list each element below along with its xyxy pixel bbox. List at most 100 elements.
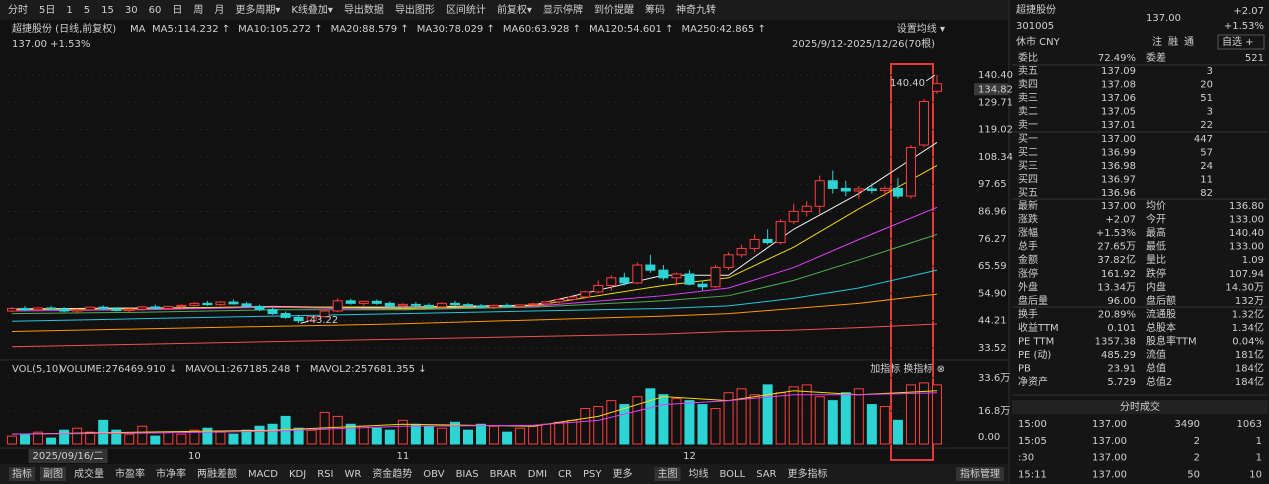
indicator-tab[interactable]: 均线 <box>688 467 708 480</box>
candle-body <box>436 302 447 308</box>
candle-body <box>632 264 643 284</box>
ma-legend: MA5:114.232 ↑ <box>152 24 230 35</box>
candle-body <box>749 238 760 249</box>
indicator-tab[interactable]: 主图 <box>657 468 677 480</box>
indicator-tab[interactable]: 市盈率 <box>115 467 145 480</box>
toolbar-item[interactable]: 30 <box>125 5 138 16</box>
toolbar-item[interactable]: 1 <box>66 5 72 16</box>
candle-body <box>241 303 252 307</box>
indicator-tab[interactable]: KDJ <box>289 469 306 480</box>
trades-title: 分时成交 <box>1120 400 1160 413</box>
toolbar-item[interactable]: 5日 <box>39 5 55 16</box>
order-volume: 22 <box>1200 120 1213 131</box>
volume-legend: MAVOL2:257681.355 ↓ <box>310 364 427 375</box>
indicator-tab[interactable]: SAR <box>756 469 776 480</box>
toolbar-item[interactable]: 日 <box>172 5 182 16</box>
ma-line <box>11 323 938 348</box>
indicator-tab[interactable]: OBV <box>423 469 444 480</box>
toolbar-item[interactable]: 神奇九转 <box>676 3 716 16</box>
indicator-tab[interactable]: 市净率 <box>156 467 186 480</box>
candle-body <box>176 304 187 307</box>
tab-box <box>654 467 681 481</box>
candle-body <box>489 304 500 308</box>
order-volume: 447 <box>1194 134 1213 145</box>
ma-line <box>11 164 938 311</box>
trade-time: 15:05 <box>1018 436 1047 447</box>
volume-bar <box>241 429 252 445</box>
volume-bar <box>840 392 851 445</box>
quote-button[interactable]: 通 <box>1184 36 1194 48</box>
candle-body <box>72 309 83 312</box>
indicator-tab[interactable]: BOLL <box>719 469 745 480</box>
quote-label: 股息率TTM <box>1146 335 1197 348</box>
current-price-label: 134.82 <box>978 84 1013 95</box>
indicator-tab[interactable]: MACD <box>248 469 278 480</box>
toolbar-item[interactable]: 15 <box>101 5 114 16</box>
toolbar-item[interactable]: 60 <box>149 5 162 16</box>
toolbar-item[interactable]: 5 <box>84 5 90 16</box>
quote-value: 132万 <box>1235 296 1264 307</box>
order-label: 买三 <box>1018 160 1038 172</box>
order-label: 买一 <box>1018 133 1038 145</box>
order-label: 卖四 <box>1018 79 1038 91</box>
indicator-tab[interactable]: RSI <box>317 469 333 480</box>
stock-code: 301005 <box>1016 21 1054 32</box>
indicator-tab[interactable]: 资金趋势 <box>372 467 412 480</box>
quote-value: 1.32亿 <box>1232 307 1264 320</box>
candle-body <box>397 303 408 307</box>
ma-setting[interactable]: 设置均线 ▾ <box>897 22 945 35</box>
candle-body <box>319 310 330 318</box>
toolbar-item[interactable]: 周 <box>193 4 203 16</box>
candle-body <box>762 238 773 244</box>
quote-button[interactable]: 融 <box>1168 36 1178 48</box>
volume-bar <box>228 433 239 445</box>
candle-body <box>280 313 291 318</box>
toolbar-item[interactable]: K线叠加▾ <box>291 3 333 16</box>
manage-button[interactable]: 指标管理 <box>960 467 1000 480</box>
indicator-tab[interactable]: 更多 <box>612 467 632 480</box>
toolbar-item[interactable]: 区间统计 <box>446 3 486 16</box>
volume-bar <box>658 394 669 445</box>
quote-value: 5.729 <box>1107 377 1136 388</box>
toolbar-item[interactable]: 导出数据 <box>344 3 384 16</box>
indicator-tab[interactable]: BRAR <box>490 469 517 480</box>
order-volume: 3 <box>1207 66 1213 77</box>
candle-body <box>332 300 343 312</box>
quote-button[interactable]: 自选 + <box>1222 35 1254 48</box>
volume-bar <box>528 425 539 445</box>
toolbar-item[interactable]: 更多周期▾ <box>235 3 280 16</box>
volume-bar <box>567 419 578 445</box>
toolbar-item[interactable]: 显示停牌 <box>543 3 583 16</box>
range-label: 2025/9/12-2025/12/26(70根) <box>792 37 935 50</box>
indicator-tab[interactable]: 指标 <box>12 467 32 480</box>
candle-body <box>384 302 395 307</box>
volume-bar <box>593 406 604 445</box>
order-label: 卖三 <box>1018 92 1038 104</box>
tab-box <box>956 467 1004 481</box>
toolbar-item[interactable]: 到价提醒 <box>594 4 634 16</box>
indicator-tab[interactable]: 成交量 <box>74 467 104 480</box>
indicator-tab[interactable]: PSY <box>583 469 602 480</box>
toolbar-item[interactable]: 导出图形 <box>395 3 435 16</box>
volume-bar <box>293 427 304 445</box>
quote-button[interactable]: 注 <box>1152 35 1162 48</box>
indicator-tab[interactable]: DMI <box>528 469 547 480</box>
toolbar-item[interactable]: 月 <box>214 4 224 16</box>
toolbar-item[interactable]: 前复权▾ <box>497 3 532 16</box>
toolbar-item[interactable]: 筹码 <box>645 3 665 16</box>
candle-body <box>293 316 304 322</box>
indicator-tab[interactable]: 更多指标 <box>788 467 828 480</box>
toolbar-item[interactable]: 分时 <box>8 4 28 16</box>
volume-bar <box>892 419 903 445</box>
volume-tools[interactable]: 加指标 换指标 ⊗ <box>870 362 945 375</box>
quote-value: 184亿 <box>1235 362 1264 375</box>
indicator-tab[interactable]: CR <box>558 469 572 480</box>
candle-body <box>515 304 526 307</box>
indicator-tab[interactable]: BIAS <box>456 469 479 480</box>
indicator-tab[interactable]: WR <box>344 469 361 480</box>
quote-label: 委比 <box>1018 51 1038 64</box>
indicator-tab[interactable]: 副图 <box>43 468 63 480</box>
indicator-tab[interactable]: 两融差额 <box>197 467 237 480</box>
y-tick-label: 140.40 <box>978 70 1013 81</box>
y-tick-label: 16.8万 <box>978 406 1010 417</box>
